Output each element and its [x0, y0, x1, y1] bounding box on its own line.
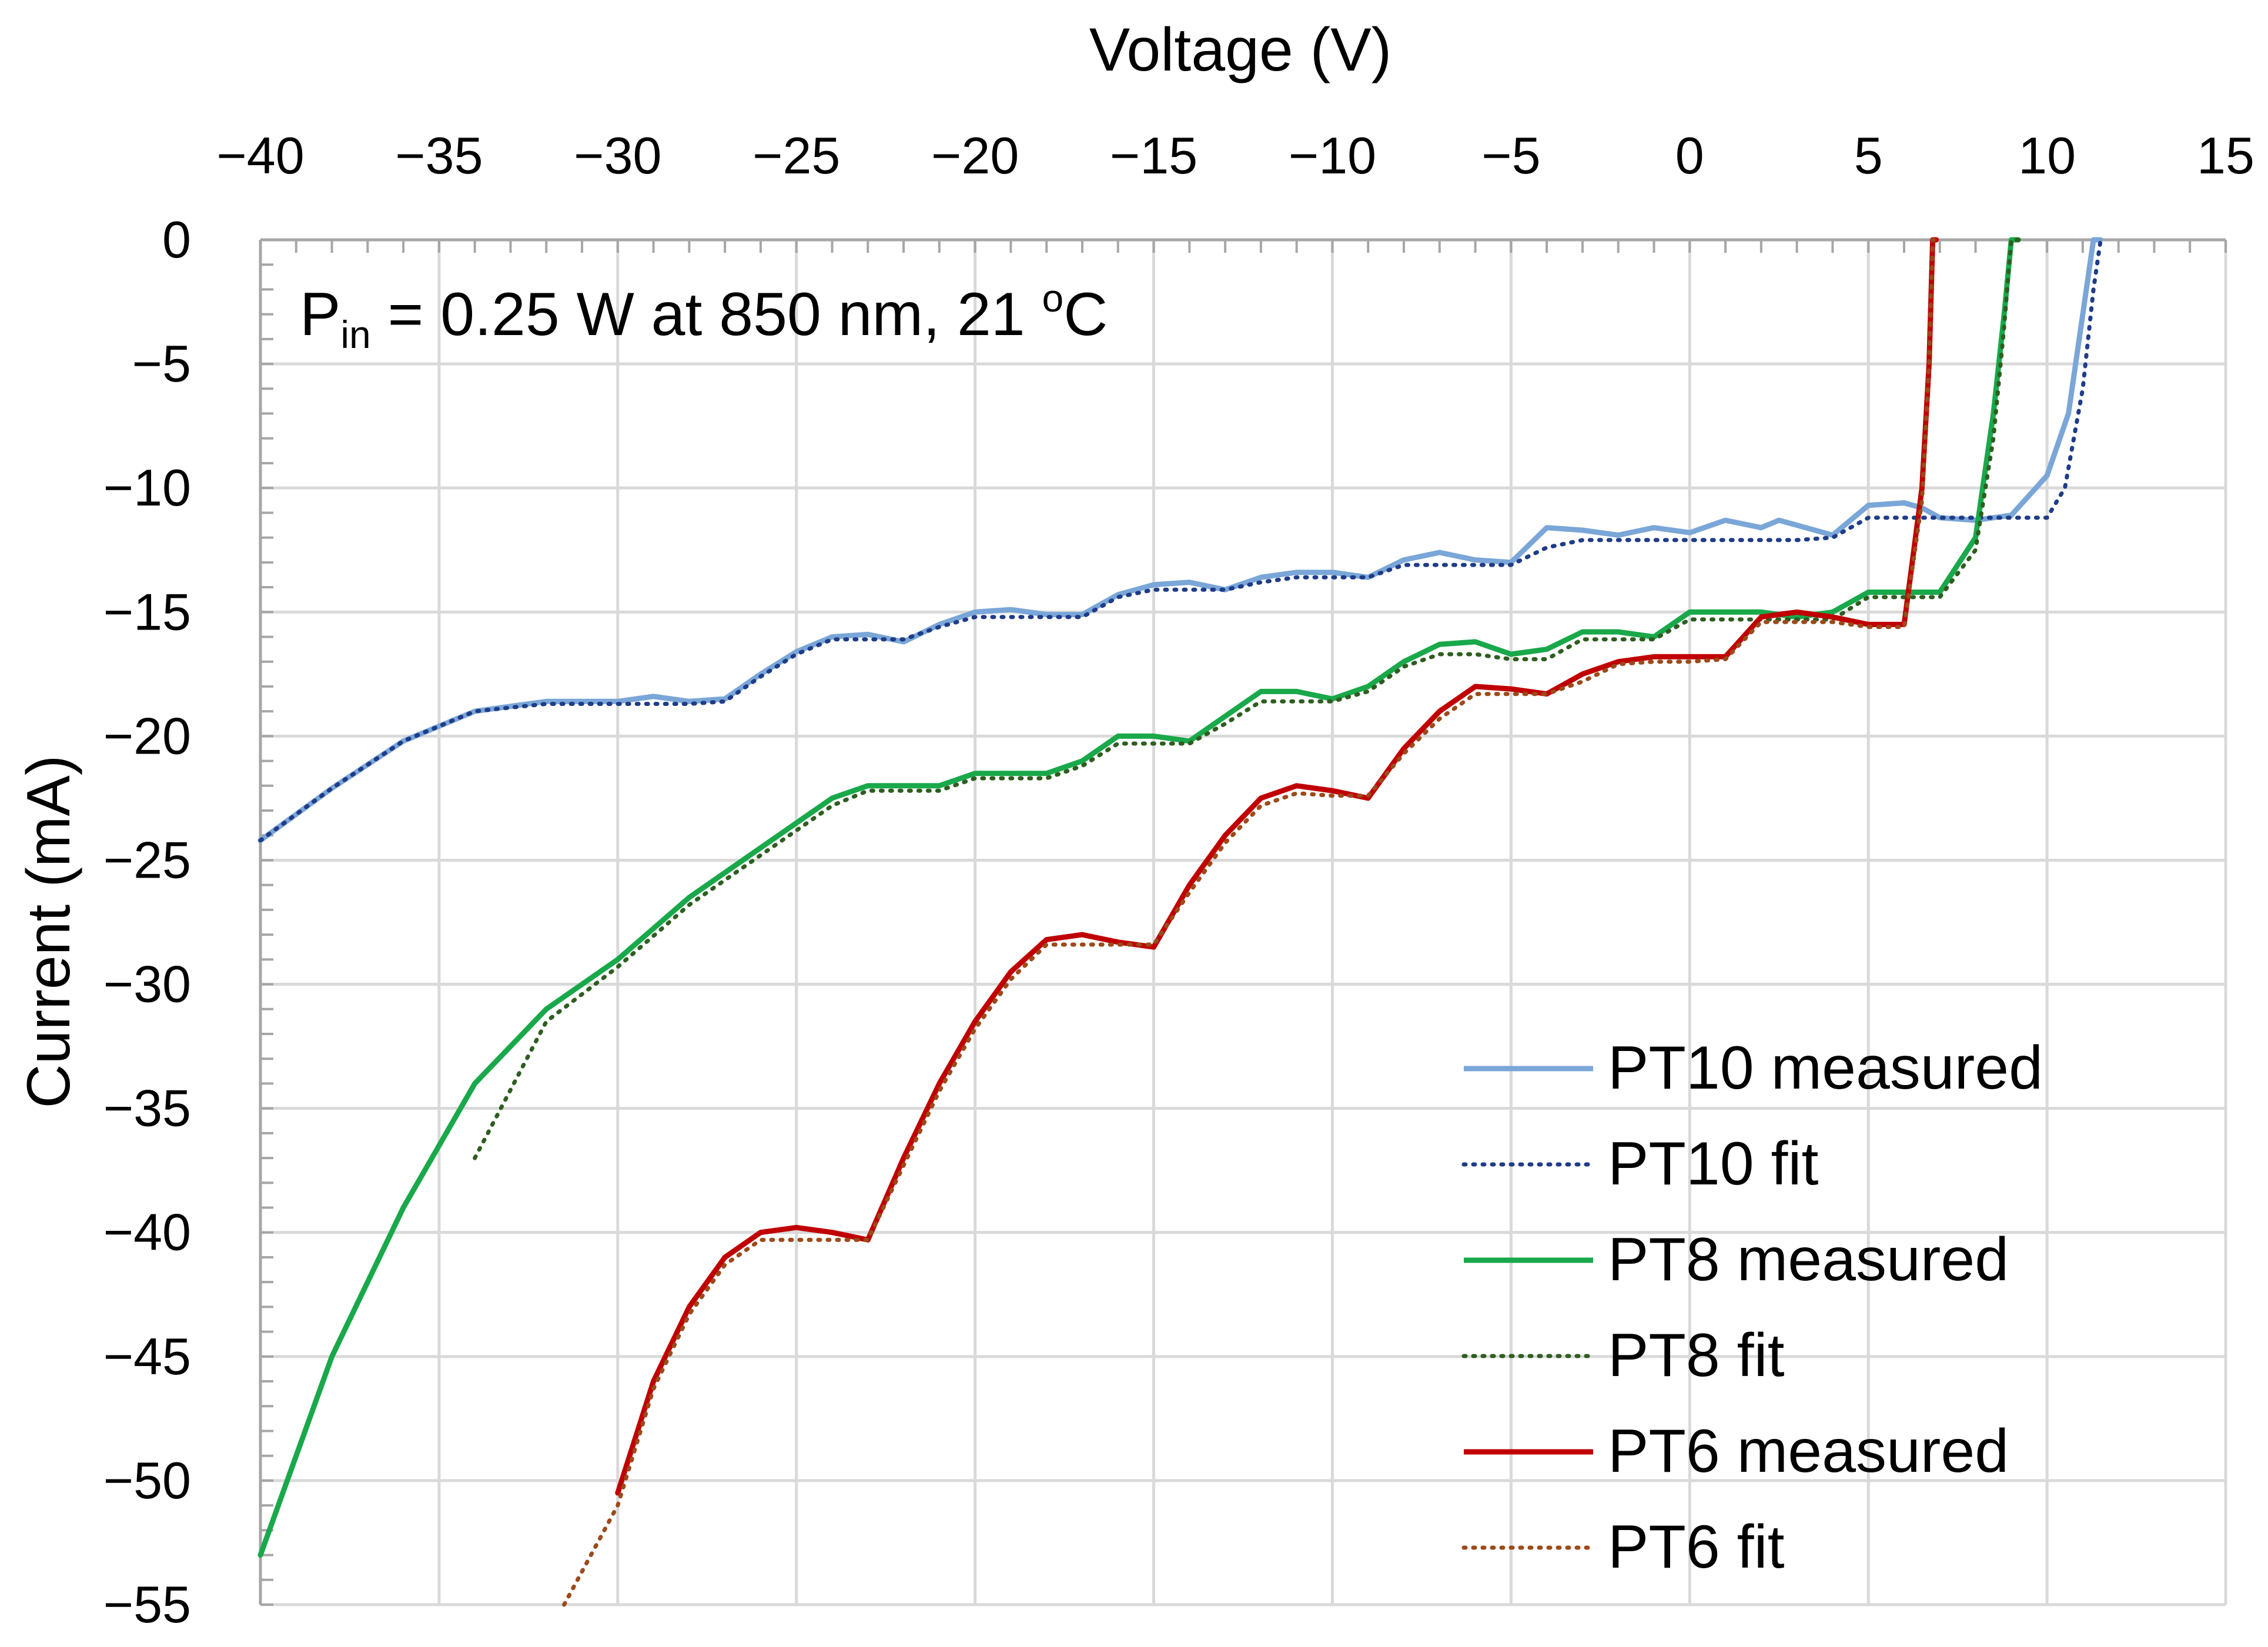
x-tick-label: −30	[574, 126, 661, 185]
axes	[259, 238, 2226, 1605]
series-pt8-fit	[473, 237, 2021, 1160]
y-tick-label: −15	[103, 583, 191, 641]
x-tick-label: −40	[216, 126, 304, 185]
legend-label: PT8 fit	[1608, 1321, 1785, 1390]
y-tick-label: −45	[103, 1327, 191, 1385]
grid	[260, 240, 2227, 1606]
y-tick-label: −5	[132, 334, 191, 393]
annotation-subscript: in	[340, 313, 370, 356]
y-tick-label: −40	[103, 1203, 191, 1261]
x-tick-labels: −40 −35 −30 −25 −20 −15 −10 −5 0 5 10 15	[216, 126, 2254, 185]
x-tick-label: 10	[2018, 126, 2076, 185]
series-pt10-measured	[257, 237, 2103, 843]
y-tick-label: 0	[162, 210, 191, 269]
y-tick-label: −55	[103, 1575, 191, 1633]
series-pt6-fit	[562, 237, 1939, 1607]
legend-label: PT10 fit	[1608, 1130, 1818, 1198]
y-tick-label: −25	[103, 831, 191, 889]
y-tick-labels: 0 −5 −10 −15 −20 −25 −30 −35 −40 −45 −50 −55	[103, 210, 191, 1633]
x-axis-title: Voltage (V)	[1089, 16, 1392, 84]
x-tick-label: 0	[1675, 126, 1704, 185]
y-tick-label: −10	[103, 458, 191, 517]
series-pt8-measured	[257, 237, 2021, 1558]
x-tick-label: −35	[395, 126, 483, 185]
annotation: Pin = 0.25 W at 850 nm, 21 oC	[300, 276, 1108, 356]
y-axis-title: Current (mA)	[15, 755, 83, 1109]
x-tick-label: −10	[1289, 126, 1376, 185]
legend-label: PT6 measured	[1608, 1417, 2009, 1485]
legend: PT10 measured PT10 fit PT8 measured PT8 fit…	[1461, 1034, 2043, 1581]
series-pt10-fit	[258, 237, 2103, 843]
legend-label: PT10 measured	[1608, 1034, 2043, 1102]
x-tick-label: 5	[1854, 126, 1883, 185]
series-layer	[257, 237, 2103, 1607]
x-tick-label: −25	[752, 126, 840, 185]
y-tick-label: −35	[103, 1079, 191, 1137]
x-tick-label: −15	[1110, 126, 1197, 185]
annotation-unit: C	[1063, 280, 1108, 349]
annotation-body: = 0.25 W at 850 nm, 21	[371, 280, 1042, 349]
y-tick-label: −20	[103, 707, 191, 765]
x-tick-label: −20	[931, 126, 1019, 185]
x-tick-label: 15	[2197, 126, 2254, 185]
y-tick-label: −30	[103, 955, 191, 1013]
x-tick-label: −5	[1481, 126, 1540, 185]
annotation-p: P	[300, 280, 340, 349]
y-tick-label: −50	[103, 1451, 191, 1509]
series-pt6-measured	[615, 237, 1939, 1496]
annotation-degree: o	[1042, 276, 1064, 320]
legend-label: PT6 fit	[1608, 1513, 1785, 1581]
legend-label: PT8 measured	[1608, 1226, 2009, 1294]
